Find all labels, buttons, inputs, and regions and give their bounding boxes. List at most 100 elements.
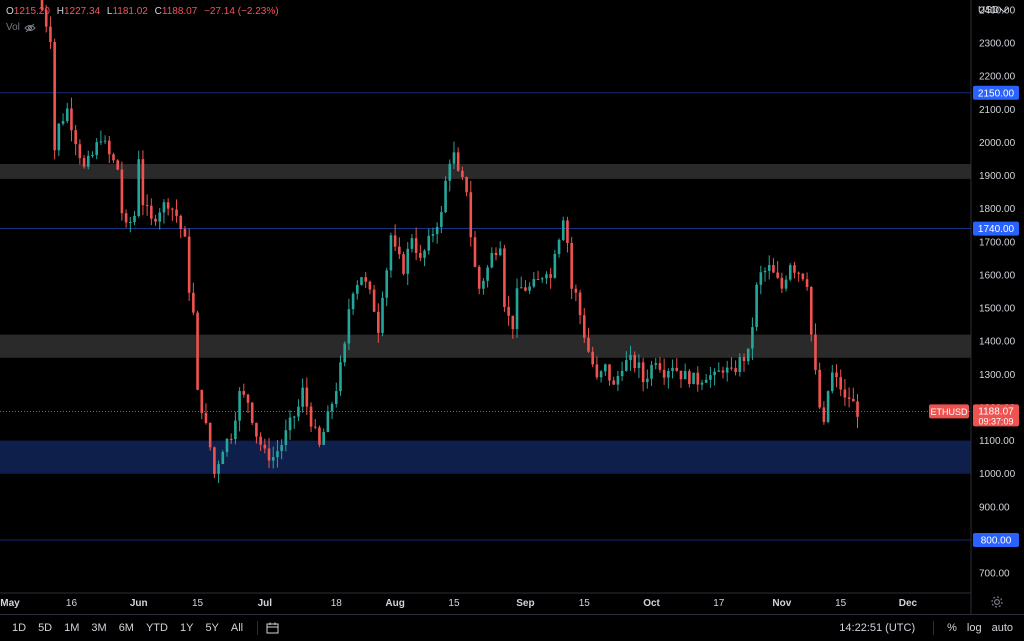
settings-gear-icon[interactable] [990,595,1004,609]
price-tick-label: 700.00 [979,569,1010,580]
last-price-badge[interactable] [973,404,1019,427]
candle-body [700,382,704,385]
log-scale-toggle[interactable]: log [966,622,982,634]
candle-body [124,213,128,223]
candle-body [431,234,435,236]
candle-body [751,327,754,349]
candle-body [591,351,594,365]
candle-body [74,130,77,145]
candle-body [419,252,422,258]
timeframe-5y-button[interactable]: 5Y [205,622,219,634]
candle-body [830,372,834,392]
candle-body [818,369,821,408]
candle-body [574,288,578,293]
candle-body [486,267,489,281]
time-tick-label: Sep [516,598,534,609]
time-tick-label: Nov [772,598,791,609]
candle-body [578,292,582,316]
candle-body [662,369,666,378]
timeframe-3m-button[interactable]: 3M [91,622,107,634]
candle-body [566,220,569,243]
candle-body [288,417,292,431]
candle-body [839,377,842,390]
high-label: H [56,6,64,17]
level-badge-label: 800.00 [981,535,1012,546]
symbol-badge [929,404,969,419]
price-tick-label: 1800.00 [979,204,1016,215]
candle-body [540,278,544,280]
time-tick-label: Oct [643,598,660,609]
price-tick-label: 2200.00 [979,72,1016,83]
resistance-zone-1[interactable] [0,334,971,358]
candle-body [61,121,65,124]
demand-zone-2[interactable] [0,440,971,474]
candle-body [461,170,464,178]
price-tick-label: 2100.00 [979,105,1016,116]
toolbar-divider-right [933,621,935,635]
level-badge-1[interactable] [973,221,1019,236]
toolbar-divider [257,621,259,635]
time-tick-label: May [0,598,20,609]
timeframe-6m-button[interactable]: 6M [118,622,134,634]
timeframe-5d-button[interactable]: 5D [38,622,53,634]
candle-body [351,293,355,310]
change-value: −27.14 (−2.23%) [204,6,279,17]
timeframe-all-button[interactable]: All [230,622,244,634]
go-to-date-icon[interactable] [266,622,280,634]
candle-body [742,357,746,362]
candle-body [667,371,670,378]
candle-body [95,142,98,156]
candle-body [318,427,321,445]
currency-dropdown-icon [999,7,1009,13]
time-tick-label: 16 [66,598,78,609]
candle-body [263,444,267,449]
candles-layer [40,0,859,484]
candle-body [242,391,246,395]
candle-body [141,159,145,206]
level-badge-2[interactable] [973,532,1019,547]
eye-hidden-icon[interactable] [24,23,36,33]
candle-body [646,378,649,383]
candle-body [40,0,44,11]
candle-body [267,448,271,461]
level-badge-0[interactable] [973,85,1019,100]
resistance-zone-0[interactable] [0,163,971,179]
candle-body [448,163,452,181]
candle-body [582,315,586,338]
candle-body [696,372,700,385]
candle-body [183,228,187,237]
candle-body [671,367,674,372]
candle-body [608,364,611,381]
candle-body [477,266,481,289]
utc-clock[interactable]: 14:22:51 (UTC) [839,622,916,634]
candle-body [767,265,771,271]
candle-body [221,452,225,465]
candle-body [675,367,679,371]
candle-body [217,464,220,474]
volume-label: Vol [6,22,20,33]
candle-body [730,367,733,369]
price-chart[interactable]: 700.00900.001000.001100.001200.001300.00… [0,0,1024,614]
candle-body [284,430,288,446]
candle-body [650,364,653,379]
candle-body [112,154,115,161]
candle-body [393,235,397,247]
candle-body [259,436,262,445]
candle-body [120,169,124,214]
timeframe-1y-button[interactable]: 1Y [179,622,194,634]
candle-body [780,277,784,289]
ohlc-legend: O1215.20 H1227.34 L1181.02 C1188.07 −27.… [6,6,283,17]
timeframe-ytd-button[interactable]: YTD [145,622,168,634]
candle-body [759,272,763,285]
candle-body [402,254,405,274]
candle-body [553,253,557,278]
timeframe-1m-button[interactable]: 1M [64,622,80,634]
percent-scale-toggle[interactable]: % [947,622,957,634]
timeframe-1d-button[interactable]: 1D [12,622,27,634]
auto-scale-toggle[interactable]: auto [991,622,1013,634]
candle-body [549,274,552,278]
price-tick-label: 2000.00 [979,138,1016,149]
candle-body [414,238,418,253]
candle-body [204,413,208,423]
candle-body [826,391,830,422]
